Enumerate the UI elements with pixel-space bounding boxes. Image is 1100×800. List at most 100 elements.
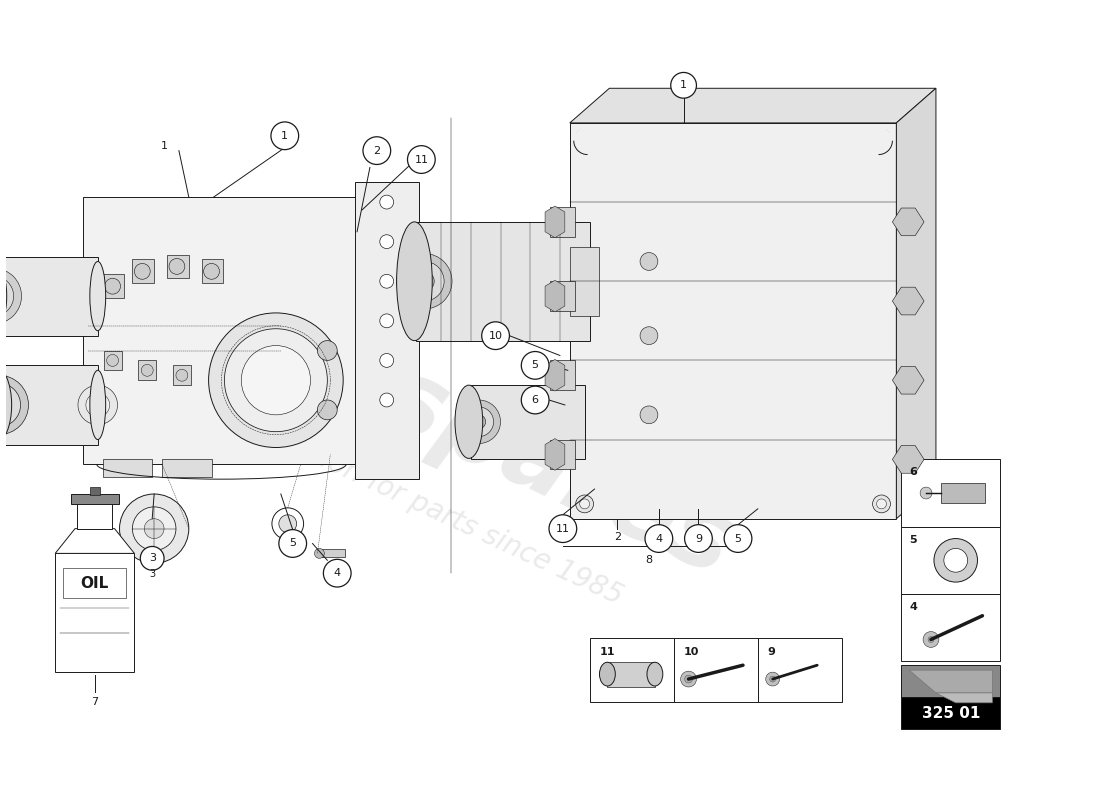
Bar [167, 254, 189, 278]
Bar [901, 459, 1000, 526]
Ellipse shape [397, 222, 432, 341]
Circle shape [580, 499, 590, 509]
Bar [758, 638, 842, 702]
Text: 4: 4 [656, 534, 662, 543]
Text: 5: 5 [289, 538, 296, 549]
Circle shape [640, 406, 658, 424]
Polygon shape [546, 280, 564, 312]
Circle shape [132, 507, 176, 550]
Circle shape [920, 487, 932, 499]
Text: 4: 4 [333, 568, 341, 578]
Bar [901, 666, 1000, 697]
Ellipse shape [600, 662, 615, 686]
Text: 5: 5 [531, 360, 539, 370]
Text: 1: 1 [282, 130, 288, 141]
Text: 5: 5 [735, 534, 741, 543]
Text: 7: 7 [91, 697, 98, 707]
Bar [901, 526, 1000, 594]
Bar [103, 350, 121, 370]
Bar [102, 459, 152, 477]
Polygon shape [55, 529, 134, 554]
Bar [550, 361, 574, 390]
Circle shape [272, 508, 304, 539]
Text: 3: 3 [148, 554, 156, 563]
Bar [471, 385, 584, 459]
Circle shape [724, 525, 752, 552]
Circle shape [318, 400, 338, 420]
Circle shape [397, 254, 452, 309]
Circle shape [86, 393, 110, 417]
Circle shape [0, 392, 12, 418]
Polygon shape [910, 670, 992, 693]
Bar [173, 366, 190, 385]
Circle shape [0, 375, 29, 434]
Circle shape [176, 370, 188, 381]
Circle shape [456, 400, 501, 443]
Polygon shape [896, 88, 936, 518]
Polygon shape [546, 438, 564, 470]
Bar [0, 366, 98, 445]
Circle shape [0, 276, 13, 316]
Circle shape [271, 122, 298, 150]
Text: 1: 1 [680, 80, 688, 90]
Circle shape [464, 407, 494, 437]
Text: 5: 5 [910, 534, 916, 545]
Ellipse shape [455, 385, 483, 458]
Circle shape [415, 271, 434, 291]
Circle shape [944, 549, 968, 572]
Circle shape [315, 549, 324, 558]
Circle shape [521, 386, 549, 414]
Bar [90, 487, 100, 495]
Text: 10: 10 [488, 330, 503, 341]
Text: 11: 11 [600, 647, 615, 658]
Ellipse shape [0, 366, 12, 445]
Text: 2: 2 [373, 146, 381, 156]
Text: 6: 6 [910, 467, 917, 478]
Circle shape [204, 263, 220, 279]
Circle shape [684, 525, 713, 552]
Text: 3: 3 [150, 569, 155, 579]
Circle shape [865, 127, 892, 154]
Circle shape [241, 346, 310, 415]
Circle shape [323, 559, 351, 587]
Circle shape [872, 495, 890, 513]
Bar [55, 554, 134, 672]
Polygon shape [892, 446, 924, 474]
Text: 11: 11 [415, 154, 428, 165]
Polygon shape [892, 366, 924, 394]
Circle shape [671, 73, 696, 98]
Circle shape [575, 129, 594, 146]
Circle shape [645, 525, 673, 552]
Text: 9: 9 [695, 534, 702, 543]
Circle shape [877, 133, 887, 142]
Text: 10: 10 [683, 647, 698, 658]
Bar [0, 257, 98, 336]
Circle shape [923, 631, 939, 647]
Bar [673, 638, 758, 702]
Bar [570, 246, 600, 316]
Circle shape [928, 637, 934, 642]
Ellipse shape [90, 370, 106, 439]
Ellipse shape [0, 257, 7, 336]
Bar [139, 361, 156, 380]
Bar [82, 197, 360, 464]
Circle shape [472, 415, 486, 429]
Text: 1: 1 [161, 141, 167, 150]
Text: 9: 9 [768, 647, 776, 658]
Circle shape [934, 538, 978, 582]
Bar [590, 638, 673, 702]
Circle shape [0, 284, 6, 308]
Bar [901, 594, 1000, 662]
Circle shape [104, 278, 121, 294]
Bar [901, 697, 1000, 729]
Circle shape [379, 393, 394, 407]
Circle shape [766, 672, 780, 686]
Text: 325 01: 325 01 [922, 706, 980, 721]
Circle shape [405, 262, 444, 301]
Circle shape [379, 314, 394, 328]
Circle shape [363, 137, 390, 165]
Polygon shape [546, 359, 564, 391]
Circle shape [279, 530, 307, 558]
Polygon shape [892, 208, 924, 236]
Bar [162, 459, 211, 477]
